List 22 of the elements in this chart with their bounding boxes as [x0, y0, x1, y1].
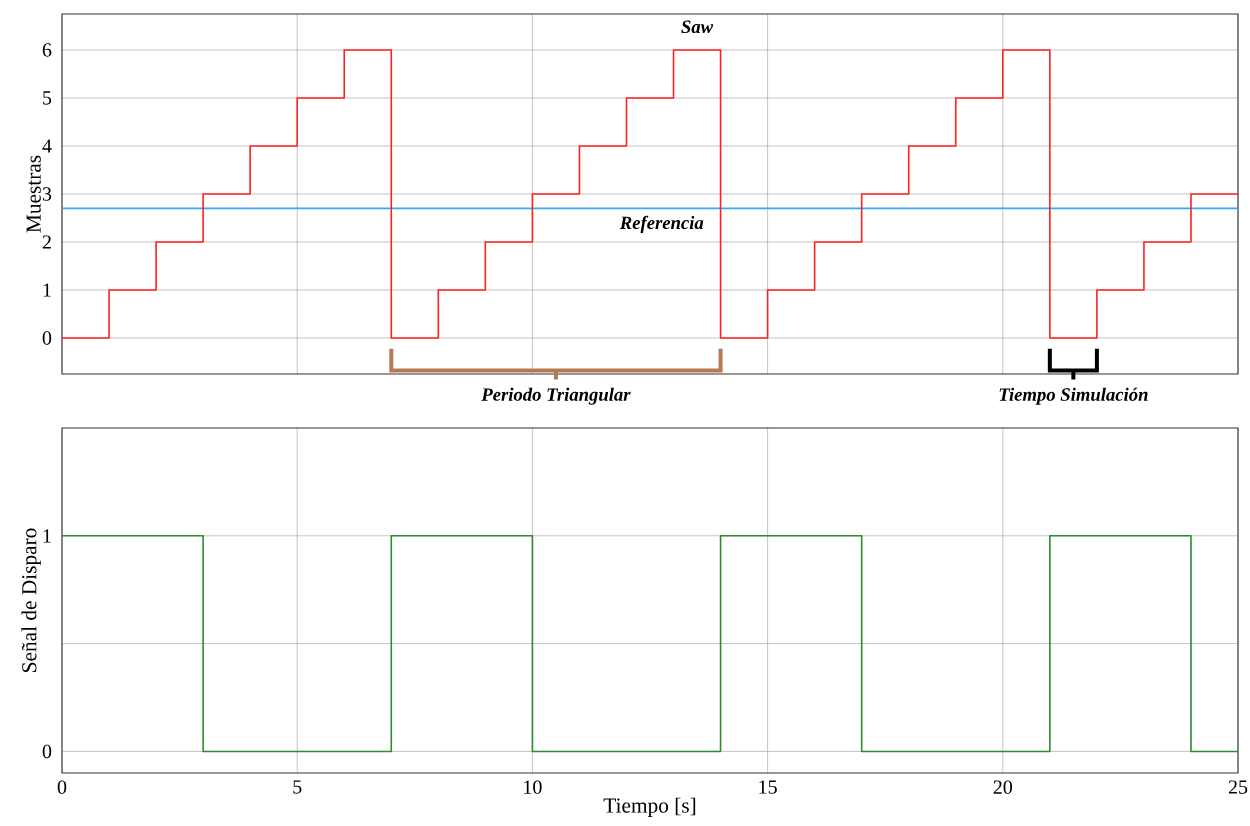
x-axis-title: Tiempo [s]	[603, 797, 696, 818]
text: Tiempo Simulación	[999, 387, 1148, 405]
x-tick-label: 5	[293, 780, 302, 794]
x-tick-label: 0	[57, 780, 67, 794]
y-tick-label: 6	[42, 43, 52, 57]
x-tick-label: 15	[759, 780, 777, 794]
y-tick-label: 4	[42, 139, 52, 153]
x-tick-label: 10	[524, 780, 542, 794]
y-tick-label: 2	[42, 235, 51, 249]
y-tick-label: 0	[42, 331, 52, 345]
y-tick-label: 5	[43, 91, 52, 105]
y-tick-label: 1	[43, 283, 51, 297]
y-tick-label: 0	[42, 744, 52, 759]
y-tick-label: 3	[42, 187, 52, 201]
series-label: Saw	[681, 20, 714, 34]
y-axis-title: Señal de Disparo	[21, 528, 41, 672]
y-tick-label: 1	[43, 529, 51, 543]
y-axis-title: Muestras	[26, 155, 41, 233]
ref-line-label: Referencia	[619, 215, 704, 233]
x-tick-label: 25	[1228, 780, 1248, 794]
x-tick-label: 20	[993, 780, 1013, 794]
text: Periodo Triangular	[481, 387, 631, 405]
